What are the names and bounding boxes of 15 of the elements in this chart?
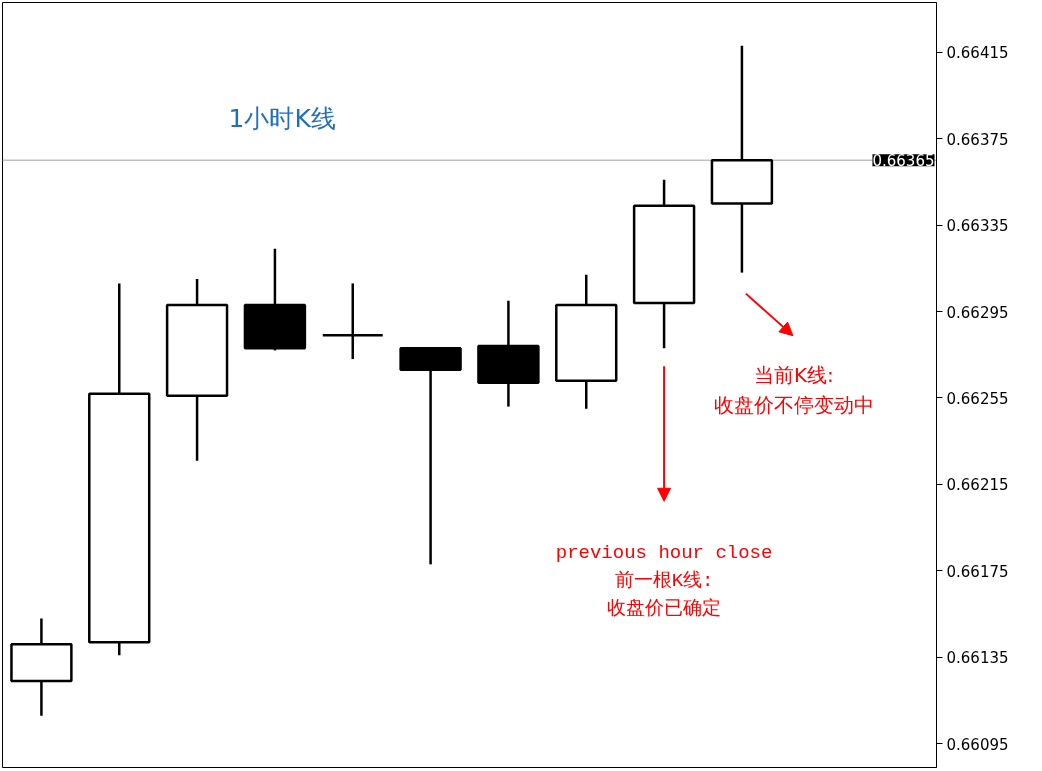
y-tick-label: 0.66335 (946, 217, 1009, 236)
y-tick-label: 0.66375 (946, 130, 1009, 149)
y-tick-label: 0.66175 (946, 562, 1009, 581)
annotation: previous hour close 前一根K线: 收盘价已确定 (555, 542, 773, 621)
ref-line-label: 0.66365 (872, 152, 935, 171)
candlestick (321, 282, 384, 361)
text: 1小时K线 (228, 104, 336, 133)
y-tick-label: 0.66255 (946, 389, 1009, 408)
annotation: 当前K线: 收盘价不停变动中 (713, 362, 874, 417)
y-tick-label: 0.66415 (946, 44, 1009, 63)
y-tick-label: 0.66295 (946, 303, 1009, 322)
y-tick-label: 0.66095 (946, 735, 1009, 754)
candlestick (399, 347, 462, 566)
y-tick-label: 0.66215 (946, 476, 1009, 495)
y-tick-label: 0.66135 (946, 649, 1009, 668)
